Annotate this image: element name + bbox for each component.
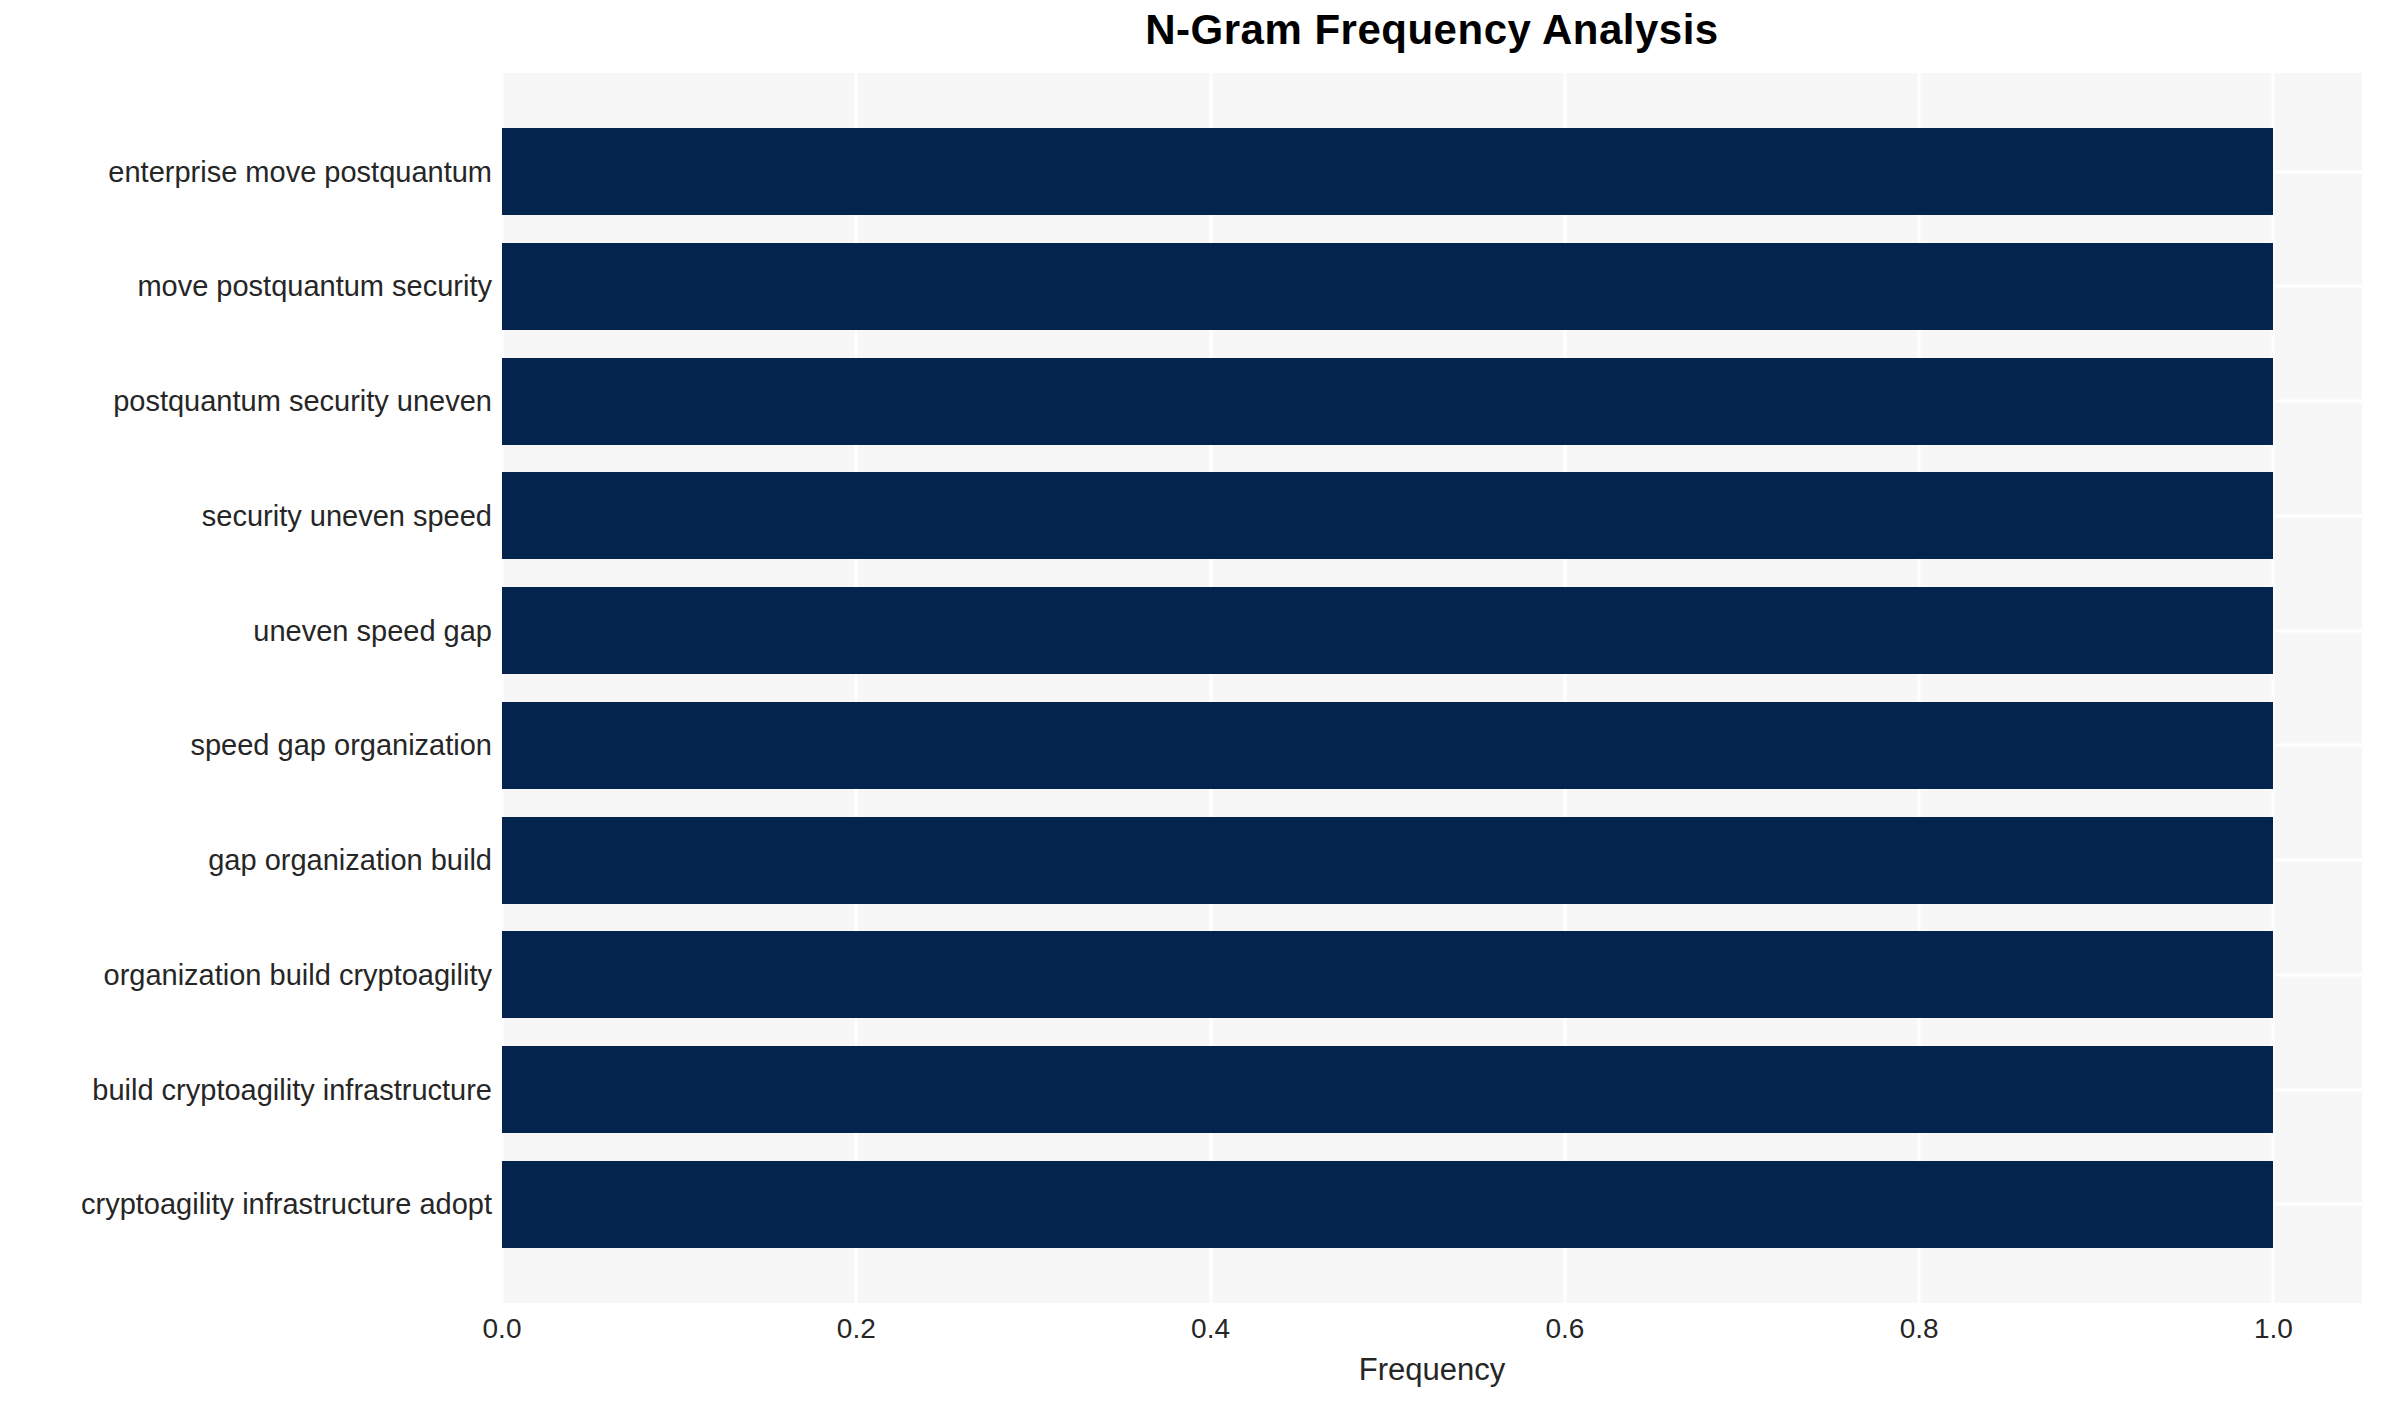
y-tick-label: postquantum security uneven: [113, 385, 492, 418]
y-tick-label: cryptoagility infrastructure adopt: [81, 1188, 492, 1221]
x-tick-label: 0.8: [1900, 1313, 1939, 1345]
x-tick-label: 0.6: [1545, 1313, 1584, 1345]
bar-row: enterprise move postquantum: [502, 128, 2362, 215]
bar: [502, 931, 2273, 1018]
bar-row: cryptoagility infrastructure adopt: [502, 1161, 2362, 1248]
y-tick-label: organization build cryptoagility: [104, 958, 493, 991]
x-axis-label: Frequency: [502, 1352, 2362, 1388]
y-tick-label: speed gap organization: [190, 729, 492, 762]
y-tick-label: move postquantum security: [137, 270, 492, 303]
bar-row: speed gap organization: [502, 702, 2362, 789]
x-tick-label: 0.2: [837, 1313, 876, 1345]
bar-row: uneven speed gap: [502, 587, 2362, 674]
x-tick-label: 0.4: [1191, 1313, 1230, 1345]
y-tick-label: uneven speed gap: [253, 614, 492, 647]
x-tick-label: 1.0: [2254, 1313, 2293, 1345]
bar-row: postquantum security uneven: [502, 358, 2362, 445]
bar-row: move postquantum security: [502, 243, 2362, 330]
bar: [502, 128, 2273, 215]
bar-row: organization build cryptoagility: [502, 931, 2362, 1018]
figure: N-Gram Frequency Analysis enterprise mov…: [0, 0, 2382, 1402]
plot-area: enterprise move postquantum move postqua…: [502, 73, 2362, 1303]
bar: [502, 1161, 2273, 1248]
bar-row: security uneven speed: [502, 472, 2362, 559]
y-tick-label: enterprise move postquantum: [108, 155, 492, 188]
x-axis-ticks: 0.00.20.40.60.81.0: [502, 1313, 2362, 1349]
bar: [502, 587, 2273, 674]
chart-title: N-Gram Frequency Analysis: [502, 6, 2362, 54]
y-tick-label: gap organization build: [208, 844, 492, 877]
bar-rows: enterprise move postquantum move postqua…: [502, 73, 2362, 1303]
bar: [502, 358, 2273, 445]
x-tick-label: 0.0: [483, 1313, 522, 1345]
bar: [502, 243, 2273, 330]
bar-row: gap organization build: [502, 817, 2362, 904]
bar: [502, 817, 2273, 904]
y-tick-label: build cryptoagility infrastructure: [92, 1073, 492, 1106]
bar: [502, 702, 2273, 789]
bar: [502, 1046, 2273, 1133]
bar: [502, 472, 2273, 559]
y-tick-label: security uneven speed: [202, 499, 492, 532]
bar-row: build cryptoagility infrastructure: [502, 1046, 2362, 1133]
